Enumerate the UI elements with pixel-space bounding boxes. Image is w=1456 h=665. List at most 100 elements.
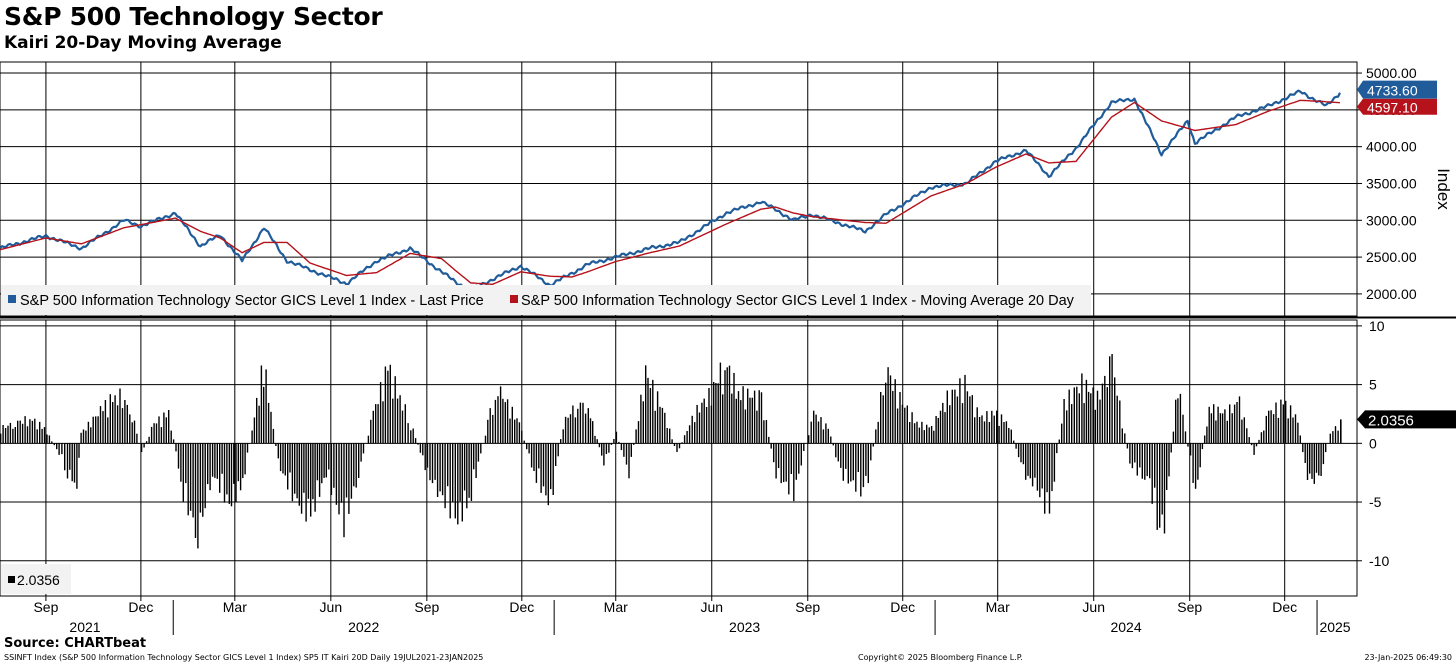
kairi-bar: [535, 443, 538, 483]
kairi-bar: [163, 412, 165, 444]
kairi-bar: [694, 422, 696, 444]
top-panel-frame: [0, 61, 1358, 317]
kairi-bar: [303, 443, 305, 493]
kairi-bar: [1219, 413, 1222, 444]
kairi-bar: [1119, 400, 1121, 444]
xtick-label-month: Sep: [33, 599, 58, 615]
kairi-bar: [21, 423, 24, 444]
kairi-bar: [751, 397, 753, 444]
kairi-bar: [1238, 396, 1241, 444]
kairi-bar: [1337, 430, 1339, 444]
kairi-bar: [1226, 420, 1228, 444]
kairi-bar: [431, 443, 434, 484]
last-value-tag-ma: [1357, 98, 1437, 115]
kairi-bar: [477, 443, 480, 462]
kairi-bar: [770, 443, 772, 449]
kairi-bar: [1217, 406, 1219, 444]
kairi-bar: [894, 379, 896, 444]
kairi-bar: [69, 443, 71, 470]
xtick-label-month: Sep: [795, 599, 820, 615]
kairi-bar: [1299, 435, 1301, 444]
kairi-bar: [387, 370, 389, 444]
kairi-bar: [1163, 443, 1166, 534]
kairi-bar: [360, 443, 362, 462]
ytick-label-top: 2000.00: [1366, 286, 1417, 302]
kairi-bar: [204, 443, 206, 509]
kairi-bar: [323, 443, 325, 478]
kairi-bar: [1083, 403, 1085, 444]
ytick-label-bottom: -10: [1369, 553, 1389, 569]
kairi-bar: [733, 372, 735, 444]
kairi-bar: [85, 430, 87, 444]
xtick-label-month: Dec: [128, 599, 153, 615]
kairi-bar: [1170, 443, 1172, 453]
kairi-bar: [1020, 443, 1022, 463]
kairi-bar: [623, 443, 625, 457]
kairi-bar: [1121, 428, 1123, 444]
kairi-bar: [194, 443, 197, 538]
kairi-bar: [121, 408, 124, 444]
kairi-bar: [24, 416, 26, 444]
kairi-bar: [1076, 386, 1078, 444]
kairi-bar: [97, 416, 99, 444]
kairi-bar: [180, 443, 182, 482]
kairi-bar: [143, 443, 145, 448]
kairi-bar: [719, 362, 722, 444]
kairi-bar: [1215, 420, 1217, 444]
kairi-bar: [1315, 443, 1318, 473]
ytick-label-bottom: 5: [1369, 377, 1377, 393]
kairi-bar: [480, 443, 482, 454]
kairi-bar: [775, 443, 777, 479]
kairi-bar: [742, 386, 744, 444]
kairi-bar: [353, 443, 355, 487]
kairi-bar: [808, 435, 810, 444]
kairi-bar: [321, 443, 323, 484]
kairi-bar: [777, 443, 780, 469]
kairi-bar: [1177, 398, 1179, 444]
kairi-bar: [560, 439, 562, 444]
legend-label-price: S&P 500 Information Technology Sector GI…: [20, 293, 484, 309]
kairi-bar: [272, 428, 275, 444]
kairi-bar: [126, 404, 128, 444]
kairi-bar: [896, 408, 899, 444]
kairi-bar: [978, 417, 981, 444]
kairi-bar: [1206, 426, 1208, 444]
kairi-bar: [275, 443, 277, 446]
kairi-bar: [1182, 414, 1184, 444]
kairi-bar: [1056, 443, 1058, 454]
kairi-bar: [1003, 422, 1005, 444]
kairi-bar: [872, 443, 874, 447]
kairi-bar: [1201, 443, 1204, 450]
kairi-bar: [795, 443, 797, 480]
kairi-bar: [394, 376, 396, 444]
kairi-bar: [26, 426, 29, 444]
kairi-bar: [916, 421, 918, 444]
kairi-bar: [951, 389, 953, 444]
kairi-bar: [1015, 443, 1017, 449]
kairi-bar: [749, 397, 751, 444]
kairi-bar: [1010, 429, 1012, 444]
kairi-bar: [1044, 443, 1046, 514]
kairi-bar: [686, 431, 688, 444]
kairi-bar: [14, 427, 16, 444]
bottom-panel-frame: [0, 319, 1358, 597]
kairi-bar: [1031, 443, 1034, 487]
kairi-bar: [504, 402, 506, 444]
kairi-bar: [974, 417, 976, 444]
kairi-bar: [530, 443, 533, 468]
kairi-bar: [1134, 443, 1136, 463]
kairi-bar: [330, 443, 333, 495]
kairi-bar: [145, 441, 148, 444]
kairi-bar: [1213, 404, 1215, 444]
kairi-bar: [954, 389, 956, 444]
kairi-bar: [454, 443, 456, 519]
price-panel: [0, 89, 1341, 292]
kairi-bar: [168, 410, 170, 444]
kairi-bar: [601, 443, 603, 456]
kairi-bar: [414, 438, 417, 444]
price-line: [0, 89, 1341, 292]
kairi-bar: [367, 435, 370, 444]
kairi-bar: [1078, 393, 1080, 444]
kairi-bar: [993, 415, 995, 444]
kairi-bar: [348, 443, 350, 514]
